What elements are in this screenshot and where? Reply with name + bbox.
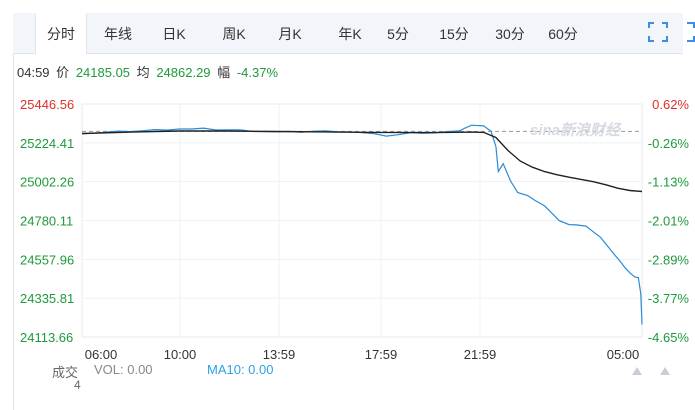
- y-tick-pct: -2.01%: [648, 214, 690, 229]
- volume-arrow-right-icon: [660, 367, 670, 375]
- y-tick-price: 24113.66: [20, 330, 73, 345]
- y-tick-price: 25446.56: [20, 97, 74, 112]
- y-tick-price: 25224.41: [20, 136, 74, 151]
- ma10-value: MA10: 0.00: [207, 362, 274, 377]
- x-tick-label: 06:00: [85, 347, 118, 362]
- y-tick-pct: -0.26%: [648, 136, 690, 151]
- avg-line: [82, 131, 642, 192]
- x-tick-label: 13:59: [263, 347, 296, 362]
- volume-arrow-left-icon: [632, 367, 642, 375]
- sina-watermark: sina新浪财经: [530, 121, 622, 139]
- volume-unit: 4: [74, 378, 81, 392]
- y-tick-pct: -1.13%: [648, 175, 690, 190]
- y-tick-price: 24335.81: [20, 291, 74, 306]
- volume-value: VOL: 0.00: [94, 362, 153, 377]
- y-tick-price: 25002.26: [20, 175, 74, 190]
- y-tick-price: 24780.11: [20, 214, 73, 229]
- x-tick-label: 10:00: [164, 347, 197, 362]
- x-tick-label: 05:00: [607, 347, 640, 362]
- y-tick-pct: -4.65%: [648, 330, 690, 345]
- y-tick-pct: 0.62%: [652, 97, 689, 112]
- price-line: [82, 125, 642, 324]
- x-tick-label: 21:59: [464, 347, 497, 362]
- y-tick-pct: -3.77%: [648, 291, 690, 306]
- x-tick-label: 17:59: [365, 347, 398, 362]
- y-tick-price: 24557.96: [20, 252, 74, 267]
- volume-nav-arrows[interactable]: [632, 366, 672, 376]
- y-tick-pct: -2.89%: [648, 252, 690, 267]
